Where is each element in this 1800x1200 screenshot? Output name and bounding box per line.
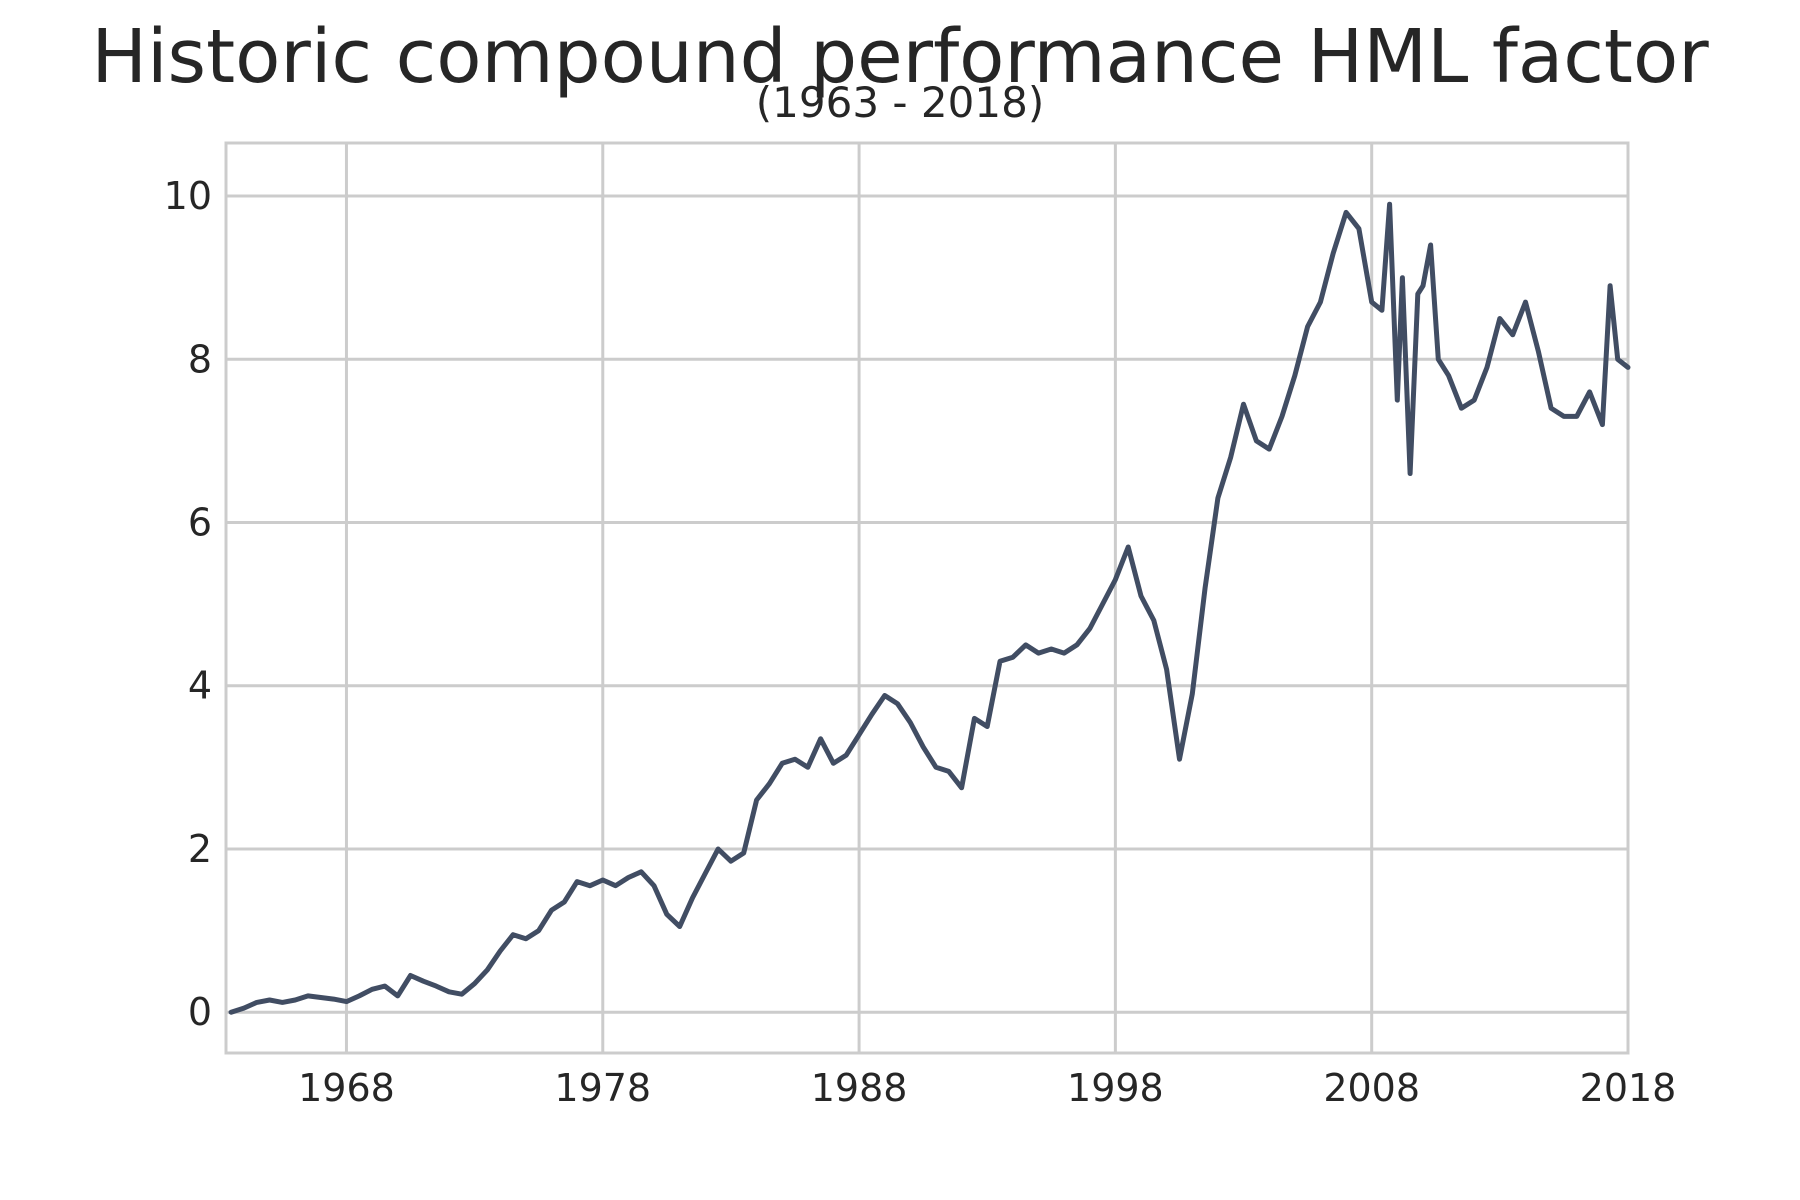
series-layer	[228, 201, 1631, 1015]
x-tick-label: 1998	[1067, 1066, 1164, 1110]
y-tick-label: 6	[188, 501, 212, 545]
x-tick-label: 2008	[1323, 1066, 1420, 1110]
series-line-hml	[228, 201, 1631, 1015]
y-tick-label: 4	[188, 664, 212, 708]
x-tick-label: 2018	[1580, 1066, 1677, 1110]
grid	[226, 143, 1630, 1053]
tick-labels: 0 2 4 6 8 10 1968 1978 1988 1998 2008 2018	[164, 174, 1677, 1110]
chart-title: Historic compound performance HML factor	[91, 14, 1709, 100]
y-tick-label: 10	[164, 174, 212, 218]
y-tick-label: 8	[188, 337, 212, 381]
x-tick-label: 1968	[298, 1066, 395, 1110]
plot-frame	[224, 141, 1630, 1055]
x-tick-label: 1988	[811, 1066, 908, 1110]
chart-subtitle: (1963 - 2018)	[755, 78, 1045, 127]
y-tick-label: 2	[188, 827, 212, 871]
x-tick-label: 1978	[554, 1066, 651, 1110]
y-tick-label: 0	[188, 990, 212, 1034]
